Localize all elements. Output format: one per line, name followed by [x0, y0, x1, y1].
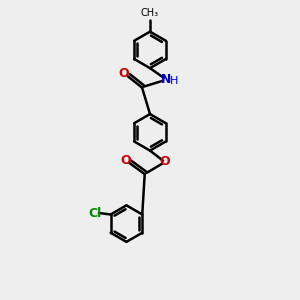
Text: O: O: [118, 67, 129, 80]
Text: O: O: [159, 155, 170, 168]
Text: N: N: [161, 73, 171, 86]
Text: Cl: Cl: [89, 206, 102, 220]
Text: CH₃: CH₃: [141, 8, 159, 18]
Text: O: O: [120, 154, 130, 167]
Text: H: H: [170, 76, 178, 86]
